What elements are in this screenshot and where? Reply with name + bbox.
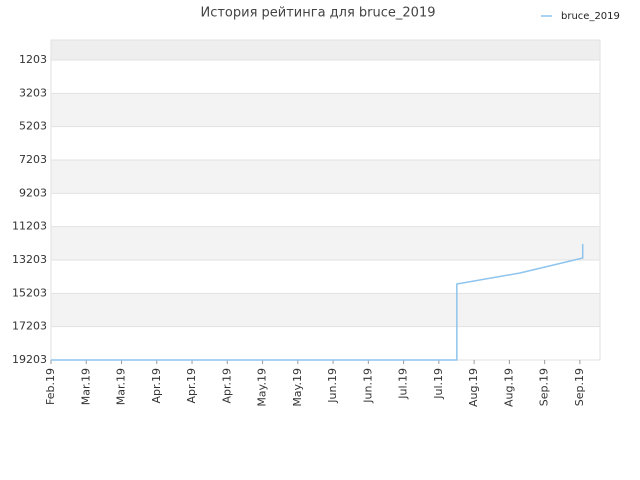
x-tick-label: May.19	[256, 368, 269, 407]
plot-band	[51, 226, 600, 260]
plot-band	[51, 160, 600, 194]
x-tick-label: Apr.19	[220, 368, 233, 404]
y-tick-label: 19203	[12, 353, 47, 366]
chart-title: История рейтинга для bruce_2019	[200, 6, 435, 21]
legend-label: bruce_2019	[561, 11, 620, 22]
x-tick-label: Apr.19	[185, 368, 198, 404]
x-tick-label: Apr.19	[150, 368, 163, 404]
plot-band	[51, 293, 600, 327]
x-tick-label: Jun.19	[326, 368, 339, 404]
plot-band	[51, 40, 600, 60]
y-tick-label: 5203	[19, 120, 47, 133]
plot-band	[51, 260, 600, 294]
x-tick-label: Aug.19	[502, 368, 515, 407]
x-tick-label: May.19	[291, 368, 304, 407]
y-tick-label: 7203	[19, 153, 47, 166]
plot-band	[51, 193, 600, 227]
x-tick-label: Aug.19	[467, 368, 480, 407]
x-tick-label: Mar.19	[115, 368, 128, 405]
x-tick-label: Jul.19	[397, 368, 410, 400]
plot-band	[51, 60, 600, 94]
y-tick-label: 3203	[19, 86, 47, 99]
x-tick-label: Sep.19	[538, 368, 551, 406]
y-tick-label: 17203	[12, 320, 47, 333]
y-tick-label: 11203	[12, 220, 47, 233]
y-tick-label: 1203	[19, 53, 47, 66]
y-tick-label: 13203	[12, 253, 47, 266]
plot-band	[51, 326, 600, 360]
x-tick-label: Jun.19	[361, 368, 374, 404]
y-tick-label: 15203	[12, 286, 47, 299]
x-tick-label: Sep.19	[573, 368, 586, 406]
plot-band	[51, 126, 600, 160]
x-tick-label: Mar.19	[79, 368, 92, 405]
y-tick-label: 9203	[19, 186, 47, 199]
series-line	[51, 244, 584, 361]
plot-band	[51, 93, 600, 127]
x-tick-label: Feb.19	[44, 368, 57, 405]
x-tick-label: Jul.19	[432, 368, 445, 400]
